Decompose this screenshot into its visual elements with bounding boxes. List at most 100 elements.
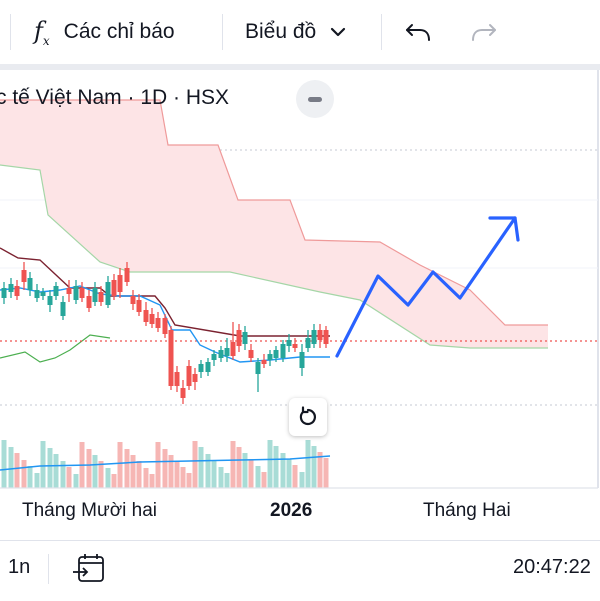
volume-bar xyxy=(174,461,180,488)
candle-body xyxy=(299,352,305,368)
volume-bar xyxy=(21,460,27,488)
volume-bar xyxy=(224,473,230,488)
candle-body xyxy=(60,302,66,316)
reset-chart-button[interactable] xyxy=(289,398,327,436)
chevron-down-icon xyxy=(331,27,346,37)
candle-body xyxy=(218,350,224,358)
volume-bar xyxy=(130,455,136,488)
candle-body xyxy=(92,288,98,302)
volume-bar xyxy=(1,440,7,488)
candle-body xyxy=(192,374,198,382)
volume-bar xyxy=(286,459,292,488)
candle-body xyxy=(105,282,111,305)
forecast-arrow[interactable] xyxy=(335,216,517,358)
volume-bar xyxy=(273,446,279,488)
candle-body xyxy=(230,342,236,356)
volume-bar xyxy=(149,474,155,488)
candle-body xyxy=(224,348,230,356)
ichimoku-cloud xyxy=(0,100,548,348)
volume-bar xyxy=(180,467,186,488)
volume-bar xyxy=(92,455,98,488)
volume-bar xyxy=(317,452,323,488)
candle-body xyxy=(86,296,92,308)
volume-ma xyxy=(0,455,331,471)
volume-bar xyxy=(66,467,72,488)
volume-bar xyxy=(198,447,204,488)
price-chart[interactable] xyxy=(0,0,600,540)
volume-bar xyxy=(124,449,130,488)
candle-body xyxy=(242,332,248,344)
volume-bar xyxy=(53,454,59,488)
candle-body xyxy=(149,314,155,324)
bottom-separator xyxy=(48,554,49,584)
candle-body xyxy=(311,330,317,344)
candle-body xyxy=(323,330,329,344)
candle-body xyxy=(211,354,217,360)
candle-body xyxy=(198,364,204,372)
candle-body xyxy=(292,344,298,348)
volume-bar xyxy=(162,449,168,488)
candle-body xyxy=(130,296,136,304)
candle-body xyxy=(305,338,311,348)
reset-icon xyxy=(299,406,316,426)
volume-bar xyxy=(105,468,111,488)
volume-bar xyxy=(168,455,174,488)
indicators-label: Các chỉ báo xyxy=(63,20,175,43)
volume-bar xyxy=(186,473,192,488)
panel-divider xyxy=(0,64,600,70)
candle-body xyxy=(66,288,72,294)
time-axis-label: 2026 xyxy=(270,500,313,521)
indicators-button[interactable]: fx Các chỉ báo xyxy=(34,0,175,64)
toolbar-separator xyxy=(222,14,223,50)
candle-body xyxy=(98,292,104,302)
volume-bar xyxy=(143,468,149,488)
volume-bar xyxy=(205,454,211,488)
toolbar-separator xyxy=(10,14,11,50)
collapse-legend-button[interactable] xyxy=(296,80,334,118)
senkou-span-a xyxy=(0,164,548,349)
candle-body xyxy=(267,354,273,360)
candle-body xyxy=(236,330,242,346)
tenkan-sen xyxy=(0,285,330,363)
volume-bar xyxy=(230,441,236,488)
candle-body xyxy=(317,330,323,340)
volume-bar xyxy=(155,442,161,488)
candle-body xyxy=(21,270,27,282)
volume-bar xyxy=(34,473,40,488)
goto-date-icon[interactable] xyxy=(72,552,106,584)
time-axis-label: Tháng Mười hai xyxy=(22,500,158,521)
undo-button[interactable] xyxy=(404,0,434,64)
candle-body xyxy=(255,362,261,374)
candle-body xyxy=(117,275,123,292)
volume-bar xyxy=(73,474,79,488)
volume-bar xyxy=(267,440,273,488)
volume-bar xyxy=(86,449,92,488)
interval-button[interactable]: 1n xyxy=(8,556,31,578)
volume-bar xyxy=(299,472,305,488)
candle-body xyxy=(248,350,254,358)
symbol-legend[interactable]: c tế Việt Nam · 1D · HSX xyxy=(0,76,229,120)
volume-bar xyxy=(280,453,286,488)
volume-bar xyxy=(60,461,66,488)
clock: 20:47:22 xyxy=(513,556,591,578)
chart-type-label: Biểu đồ xyxy=(245,20,317,43)
volume-bar xyxy=(248,459,254,488)
chart-type-button[interactable]: Biểu đồ xyxy=(245,0,346,64)
candle-body xyxy=(174,372,180,386)
candle-body xyxy=(40,292,46,296)
volume-bar xyxy=(136,461,142,488)
volume-bars xyxy=(1,440,329,488)
candle-body xyxy=(261,360,267,364)
volume-bar xyxy=(14,453,20,488)
volume-bar xyxy=(192,441,198,488)
candle-body xyxy=(124,268,130,282)
candle-body xyxy=(186,366,192,386)
candle-body xyxy=(136,300,142,312)
volume-bar xyxy=(261,472,267,488)
volume-bar xyxy=(305,440,311,488)
candle-body xyxy=(280,344,286,358)
volume-bar xyxy=(323,458,329,488)
redo-button[interactable] xyxy=(468,0,498,64)
volume-bar xyxy=(117,442,123,488)
minus-icon xyxy=(308,96,322,102)
